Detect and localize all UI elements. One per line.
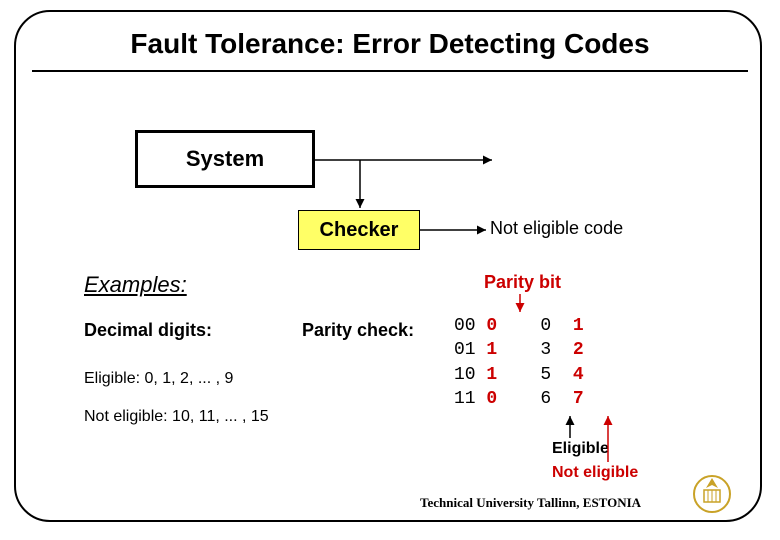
table-cell: 1 xyxy=(486,340,518,360)
table-cell: 0 xyxy=(486,316,518,336)
parity-check-label: Parity check: xyxy=(302,320,414,341)
examples-heading: Examples: xyxy=(84,272,187,298)
parity-bit-label: Parity bit xyxy=(484,272,561,293)
table-cell xyxy=(519,365,541,385)
table-cell: 11 xyxy=(454,389,486,409)
table-cell xyxy=(519,316,541,336)
system-node: System xyxy=(135,130,315,188)
checker-node: Checker xyxy=(298,210,420,250)
checker-label: Checker xyxy=(320,219,399,242)
eligible-range-text: Eligible: 0, 1, 2, ... , 9 xyxy=(84,370,233,388)
system-label: System xyxy=(186,146,264,172)
table-cell: 3 xyxy=(540,340,572,360)
table-cell: 1 xyxy=(573,316,584,336)
slide-frame xyxy=(14,10,762,522)
table-cell: 4 xyxy=(573,365,584,385)
footer-text: Technical University Tallinn, ESTONIA xyxy=(420,495,641,511)
not-eligible-code-text: Not eligible code xyxy=(490,218,623,239)
decimal-digits-label: Decimal digits: xyxy=(84,320,212,341)
legend-not-eligible: Not eligible xyxy=(552,464,638,482)
university-logo-icon xyxy=(690,472,734,516)
legend-eligible: Eligible xyxy=(552,440,609,458)
table-cell: 5 xyxy=(540,365,572,385)
table-cell: 00 xyxy=(454,316,486,336)
parity-table: 00 0 0 101 1 3 210 1 5 411 0 6 7 xyxy=(454,314,584,411)
table-row: 10 1 5 4 xyxy=(454,363,584,387)
table-cell xyxy=(519,340,541,360)
table-cell: 1 xyxy=(486,365,518,385)
table-row: 01 1 3 2 xyxy=(454,338,584,362)
slide-title: Fault Tolerance: Error Detecting Codes xyxy=(0,28,780,60)
table-cell: 6 xyxy=(540,389,572,409)
title-underline xyxy=(32,70,748,72)
table-cell xyxy=(519,389,541,409)
table-cell: 2 xyxy=(573,340,584,360)
table-cell: 0 xyxy=(540,316,572,336)
not-eligible-range-text: Not eligible: 10, 11, ... , 15 xyxy=(84,408,269,426)
table-cell: 0 xyxy=(486,389,518,409)
table-cell: 01 xyxy=(454,340,486,360)
table-row: 00 0 0 1 xyxy=(454,314,584,338)
table-row: 11 0 6 7 xyxy=(454,387,584,411)
table-cell: 10 xyxy=(454,365,486,385)
table-cell: 7 xyxy=(573,389,584,409)
